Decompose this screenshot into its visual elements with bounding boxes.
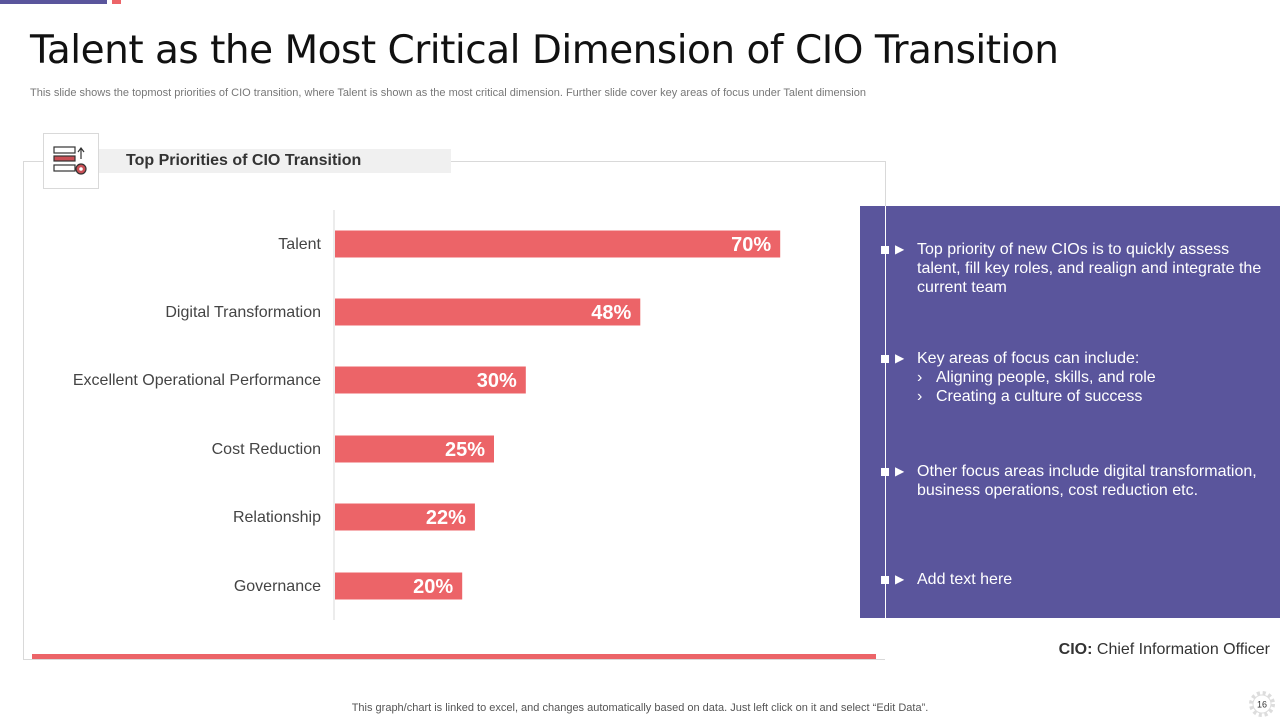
category-label: Cost Reduction: [212, 441, 321, 458]
timeline-line: [885, 206, 886, 661]
category-label: Talent: [278, 236, 321, 253]
bullet-content: Key areas of focus can include: › Aligning…: [917, 349, 1267, 406]
sub-bullet: › Aligning people, skills, and role: [917, 368, 1267, 387]
triangle-right-icon: ▶: [895, 464, 905, 478]
priority-list-icon: [43, 133, 99, 189]
page-title: Talent as the Most Critical Dimension of…: [30, 28, 1059, 73]
bar: [335, 435, 494, 463]
page-number: 16: [1257, 700, 1267, 710]
bullet-text: Other focus areas include digital transf…: [917, 463, 1257, 499]
abbr-definition: Chief Information Officer: [1092, 641, 1270, 658]
gear-icon: 16: [1249, 691, 1275, 717]
square-marker-icon: [881, 468, 889, 476]
notes-panel: [860, 206, 1280, 618]
category-label: Relationship: [233, 509, 321, 526]
triangle-right-icon: ▶: [895, 242, 905, 256]
bullet-content: Top priority of new CIOs is to quickly a…: [917, 240, 1267, 297]
bar: [335, 298, 641, 326]
category-label: Excellent Operational Performance: [73, 372, 321, 389]
bar: [335, 503, 475, 531]
bullet-content: Add text here: [917, 570, 1267, 589]
bullet-text: Add text here: [917, 571, 1013, 588]
chevron-right-icon: ›: [917, 388, 923, 405]
bar: [335, 572, 463, 600]
accent-bar-red: [112, 0, 121, 4]
bar-chart: Talent 70% Digital Transformation 48% Excell…: [73, 210, 781, 620]
bullet-content: Other focus areas include digital transf…: [917, 462, 1267, 500]
category-label: Governance: [234, 578, 321, 595]
category-label: Digital Transformation: [165, 304, 321, 321]
data-label: 22%: [426, 507, 466, 529]
sub-bullet-text: Aligning people, skills, and role: [936, 369, 1156, 386]
data-label: 70%: [731, 234, 771, 256]
chart-title-band: [99, 149, 451, 173]
data-label: 48%: [591, 302, 631, 324]
data-label: 30%: [477, 370, 517, 392]
triangle-right-icon: ▶: [895, 572, 905, 586]
triangle-right-icon: ▶: [895, 351, 905, 365]
bullet-text: Top priority of new CIOs is to quickly a…: [917, 241, 1262, 296]
chart-title: Top Priorities of CIO Transition: [126, 152, 362, 169]
accent-bar-purple: [0, 0, 107, 4]
square-marker-icon: [881, 576, 889, 584]
data-label: 25%: [445, 439, 485, 461]
square-marker-icon: [881, 355, 889, 363]
sub-bullet: › Creating a culture of success: [917, 387, 1267, 406]
data-label: 20%: [413, 576, 453, 598]
abbreviation-note: CIO: Chief Information Officer: [1059, 641, 1270, 659]
chevron-right-icon: ›: [917, 369, 923, 386]
sub-bullet-text: Creating a culture of success: [936, 388, 1143, 405]
square-marker-icon: [881, 246, 889, 254]
bar: [335, 366, 526, 394]
abbr-term: CIO:: [1058, 641, 1093, 658]
bullet-text: Key areas of focus can include:: [917, 350, 1140, 367]
page-subtitle: This slide shows the topmost priorities …: [30, 87, 866, 99]
chart-bottom-line: [32, 654, 876, 659]
footer-note: This graph/chart is linked to excel, and…: [351, 702, 929, 714]
bar: [335, 230, 781, 258]
page-number-badge: 16: [1248, 690, 1276, 718]
